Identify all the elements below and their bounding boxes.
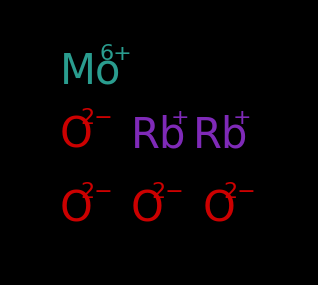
Text: Rb: Rb [192, 114, 248, 156]
Text: 2−: 2− [152, 182, 184, 202]
Text: 2−: 2− [80, 108, 113, 128]
Text: +: + [232, 108, 251, 128]
Text: Rb: Rb [131, 114, 186, 156]
Text: Mo: Mo [59, 50, 121, 93]
Text: +: + [171, 108, 190, 128]
Text: O: O [59, 189, 92, 231]
Text: O: O [131, 189, 164, 231]
Text: 2−: 2− [80, 182, 113, 202]
Text: O: O [203, 189, 235, 231]
Text: 2−: 2− [223, 182, 256, 202]
Text: 6+: 6+ [100, 44, 132, 64]
Text: O: O [59, 114, 92, 156]
